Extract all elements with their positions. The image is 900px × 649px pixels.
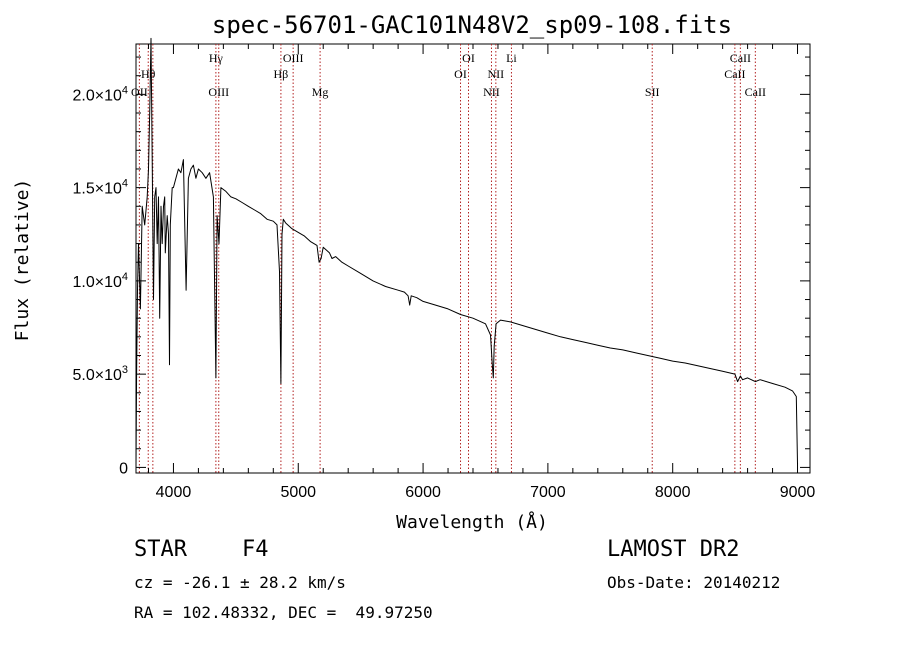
line-marker-label-14: CaII — [724, 67, 745, 81]
line-marker-label-7: Mg — [312, 85, 329, 99]
line-marker-label-13: SII — [645, 85, 660, 99]
x-tick-label-0: 4000 — [156, 484, 192, 501]
coordinates: RA = 102.48332, DEC = 49.97250 — [134, 603, 433, 622]
obs-date: Obs-Date: 20140212 — [607, 573, 781, 592]
line-markers: OIIHθHγOIIIHβOIIIMgOIOINIINIILiSIICaIICa… — [131, 44, 766, 473]
y-axis-label: Flux (relative) — [12, 179, 33, 342]
line-marker-label-5: Hβ — [274, 67, 289, 81]
y-tick-label-1: 5.0×103 — [72, 364, 128, 384]
line-marker-label-16: CaII — [745, 85, 766, 99]
line-marker-label-8: OI — [454, 67, 467, 81]
x-tick-label-1: 5000 — [280, 484, 316, 501]
object-class: STAR — [134, 537, 187, 562]
line-marker-label-0: OII — [131, 85, 148, 99]
y-tick-label-0: 0 — [119, 460, 128, 477]
y-tick-label-3: 1.5×104 — [72, 178, 128, 198]
line-marker-label-11: NII — [488, 67, 505, 81]
line-marker-label-12: Li — [506, 51, 517, 65]
line-marker-label-15: CaII — [730, 51, 751, 65]
chart-title: spec-56701-GAC101N48V2_sp09-108.fits — [212, 11, 732, 39]
x-tick-label-3: 7000 — [530, 484, 566, 501]
line-marker-label-9: OI — [462, 51, 475, 65]
line-marker-label-10: NII — [483, 85, 500, 99]
survey-name: LAMOST DR2 — [607, 537, 740, 562]
spectrum-line-0 — [135, 37, 798, 468]
spectrum-series — [135, 37, 798, 468]
x-tick-label-5: 9000 — [780, 484, 816, 501]
x-axis-label: Wavelength (Å) — [396, 511, 548, 533]
x-tick-label-4: 8000 — [655, 484, 691, 501]
line-marker-label-6: OIII — [283, 51, 304, 65]
line-marker-label-4: OIII — [208, 85, 229, 99]
axis-ticks: 4000 5000 6000 7000 8000 9000 0 5.0×103 1.0×104 1… — [72, 44, 815, 501]
y-tick-label-2: 1.0×104 — [72, 271, 128, 291]
line-marker-label-3: Hγ — [209, 51, 224, 65]
plot-frame — [135, 43, 811, 474]
redshift-value: cz = -26.1 ± 28.2 km/s — [134, 573, 346, 592]
y-tick-label-4: 2.0×104 — [72, 84, 128, 104]
line-marker-label-1: Hθ — [141, 67, 156, 81]
x-tick-label-2: 6000 — [405, 484, 441, 501]
object-subclass: F4 — [242, 537, 269, 562]
